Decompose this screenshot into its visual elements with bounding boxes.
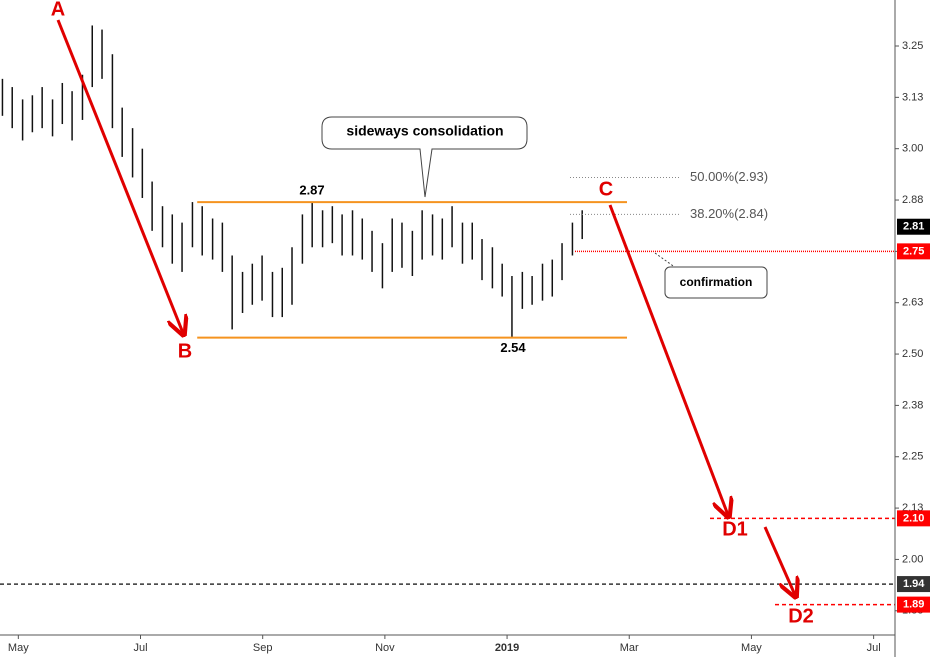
y-tick-label: 2.38	[902, 399, 923, 411]
confirmation-box	[664, 266, 768, 299]
price-tag-label: 1.89	[903, 599, 924, 611]
y-tick-label: 2.50	[902, 348, 923, 360]
price-tag	[897, 576, 930, 593]
y-tick-label: 3.00	[902, 143, 923, 155]
resistance-label: 2.87	[299, 183, 324, 198]
y-tick-label: 3.13	[902, 91, 923, 103]
fib-label: 38.20%(2.84)	[690, 206, 768, 221]
fib-label: 50.00%(2.93)	[690, 169, 768, 184]
price-tag-label: 2.81	[903, 221, 924, 233]
x-tick-label: 2019	[495, 642, 519, 654]
wave-label: A	[51, 0, 65, 20]
price-tag-label: 2.75	[903, 245, 924, 257]
support-label: 2.54	[500, 340, 526, 355]
callout-box	[321, 116, 528, 198]
price-tag	[897, 510, 930, 527]
x-tick-label: May	[741, 642, 762, 654]
callout-pointer	[654, 252, 677, 269]
y-tick-label: 2.00	[902, 553, 923, 565]
wave-label: D1	[722, 518, 748, 540]
y-tick-label: 3.25	[902, 40, 923, 52]
y-tick-label: 2.88	[902, 194, 923, 206]
wave-arrow	[608, 204, 728, 515]
x-tick-label: Jul	[867, 642, 881, 654]
price-tag	[897, 218, 930, 235]
x-tick-label: Mar	[620, 642, 639, 654]
wave-label: C	[599, 178, 613, 200]
price-tag-label: 1.94	[903, 578, 925, 590]
price-tag	[897, 596, 930, 613]
wave-label: B	[178, 340, 192, 362]
y-tick-label: 2.25	[902, 451, 923, 463]
price-tag	[897, 243, 930, 260]
wave-arrow	[56, 19, 183, 333]
callout-text: sideways consolidation	[346, 123, 503, 139]
y-tick-label: 2.63	[902, 297, 923, 309]
wave-arrow	[763, 526, 795, 595]
price-tag-label: 2.10	[903, 512, 924, 524]
x-tick-label: May	[8, 642, 29, 654]
wave-label: D2	[788, 605, 814, 627]
x-tick-label: Jul	[133, 642, 147, 654]
x-tick-label: Nov	[375, 642, 395, 654]
confirmation-text: confirmation	[680, 275, 753, 289]
x-tick-label: Sep	[253, 642, 273, 654]
